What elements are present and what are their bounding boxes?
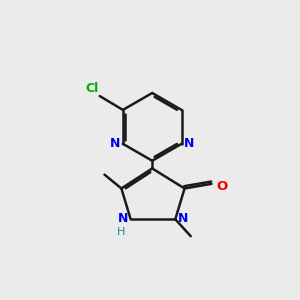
Text: N: N (118, 212, 128, 225)
Text: Cl: Cl (85, 82, 98, 95)
Text: H: H (117, 226, 126, 237)
Text: O: O (216, 180, 227, 193)
Text: N: N (184, 137, 194, 150)
Text: N: N (178, 212, 188, 225)
Text: N: N (110, 137, 121, 150)
